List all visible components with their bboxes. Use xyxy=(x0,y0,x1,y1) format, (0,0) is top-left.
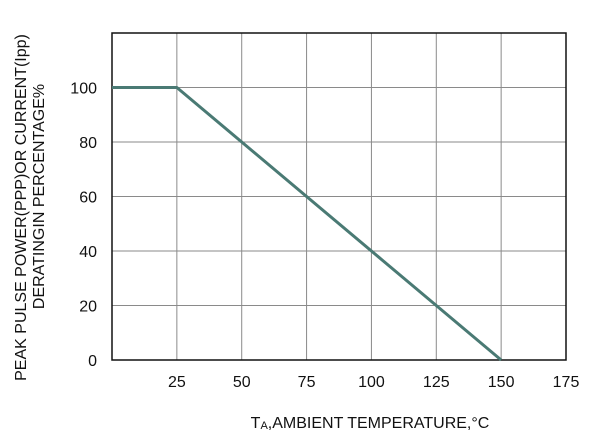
x-tick-label: 175 xyxy=(553,374,580,391)
plot-frame xyxy=(111,32,567,361)
x-tick-label: 75 xyxy=(298,374,316,391)
series-layer xyxy=(112,86,503,362)
y-tick-label: 60 xyxy=(79,190,97,207)
y-tick-labels: 0 20 40 60 80 100 xyxy=(70,81,97,371)
x-tick-label: 125 xyxy=(423,374,450,391)
y-axis-label-line-2: DERATINGIN PERCENTAGE% xyxy=(31,84,48,309)
y-tick-label: 20 xyxy=(79,299,97,316)
x-axis-label: TA,AMBIENT TEMPERATURE,°C xyxy=(251,415,490,432)
grid-lines xyxy=(112,32,567,361)
series-line-0 xyxy=(112,86,503,362)
x-axis-label-main: T xyxy=(251,415,261,432)
x-axis-label-subscript: A xyxy=(260,420,268,432)
y-tick-label: 0 xyxy=(88,353,97,370)
y-tick-label: 40 xyxy=(79,244,97,261)
y-tick-label: 80 xyxy=(79,135,97,152)
x-tick-label: 150 xyxy=(488,374,515,391)
x-tick-label: 100 xyxy=(358,374,385,391)
y-axis-label-line-1: PEAK PULSE POWER(PPP)OR CURRENT(Ipp) xyxy=(13,34,30,381)
y-tick-label: 100 xyxy=(70,81,97,98)
x-tick-labels: 25 50 75 100 125 150 175 xyxy=(168,374,579,391)
x-tick-label: 25 xyxy=(168,374,186,391)
x-axis-label-rest: ,AMBIENT TEMPERATURE,°C xyxy=(268,415,490,432)
x-tick-label: 50 xyxy=(233,374,251,391)
